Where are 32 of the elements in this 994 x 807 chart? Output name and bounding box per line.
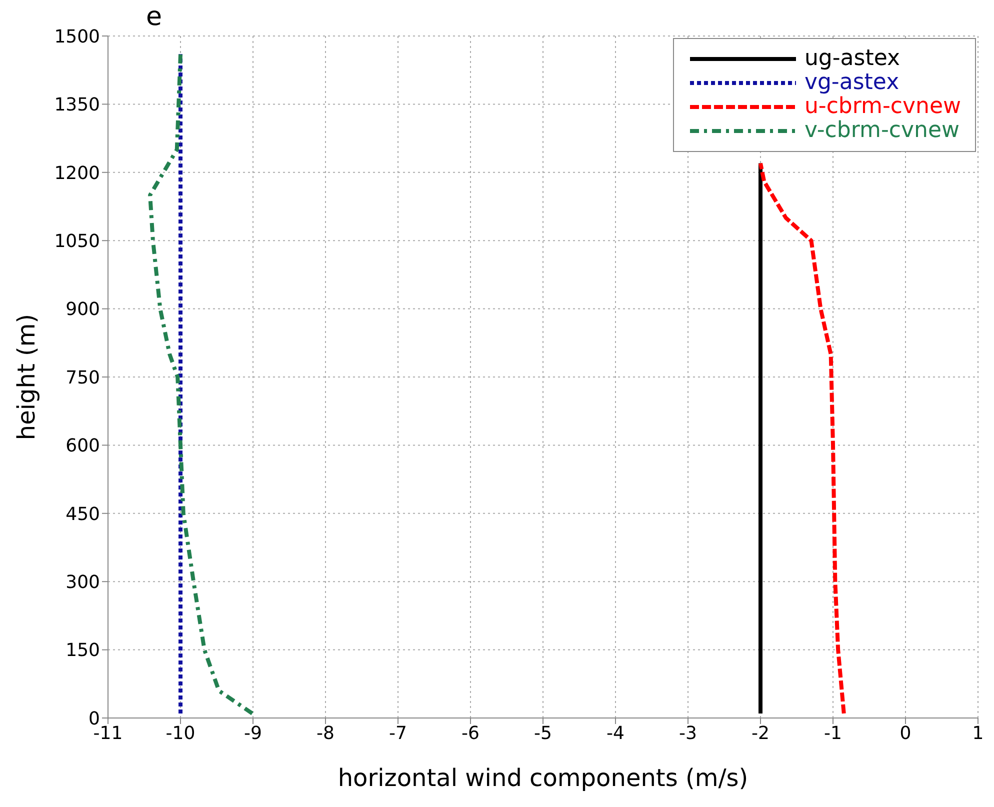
x-tick-label: -2 [752, 722, 770, 744]
line-series [758, 161, 846, 716]
x-tick-label: 0 [900, 722, 912, 744]
y-axis-title: height (m) [12, 314, 41, 440]
x-tick-label: -6 [462, 722, 480, 744]
y-tick-label: 150 [66, 640, 100, 662]
y-tick-label: 450 [66, 504, 100, 525]
y-tick-label: 1200 [54, 162, 100, 184]
x-tick-label: -4 [606, 722, 624, 744]
y-tick-label: 900 [66, 299, 100, 320]
x-tick-label: -10 [166, 722, 196, 744]
x-tick-label: 1 [972, 722, 984, 744]
legend-label: v-cbrm-cvnew [804, 118, 960, 143]
y-tick-label: 1050 [54, 230, 100, 252]
legend-label: u-cbrm-cvnew [804, 94, 961, 119]
legend-label: vg-astex [804, 70, 900, 95]
x-tick-label: -8 [316, 722, 334, 744]
legend-label: ug-astex [804, 46, 900, 71]
y-tick-label: 750 [66, 367, 100, 388]
line-series [148, 52, 254, 716]
x-tick-label: -9 [244, 722, 262, 744]
x-tick-label: -7 [389, 722, 407, 744]
y-tick-label: 300 [66, 572, 100, 593]
x-tick-label: -1 [824, 722, 842, 744]
x-tick-label: -5 [534, 722, 552, 744]
chart-title: e [146, 2, 162, 32]
y-tick-label: 1500 [54, 26, 100, 48]
y-tick-label: 1350 [54, 94, 100, 116]
x-tick-label: -3 [679, 722, 697, 744]
y-tick-label: 600 [66, 436, 100, 457]
y-tick-label: 0 [88, 708, 100, 730]
x-axis-title: horizontal wind components (m/s) [338, 764, 748, 792]
